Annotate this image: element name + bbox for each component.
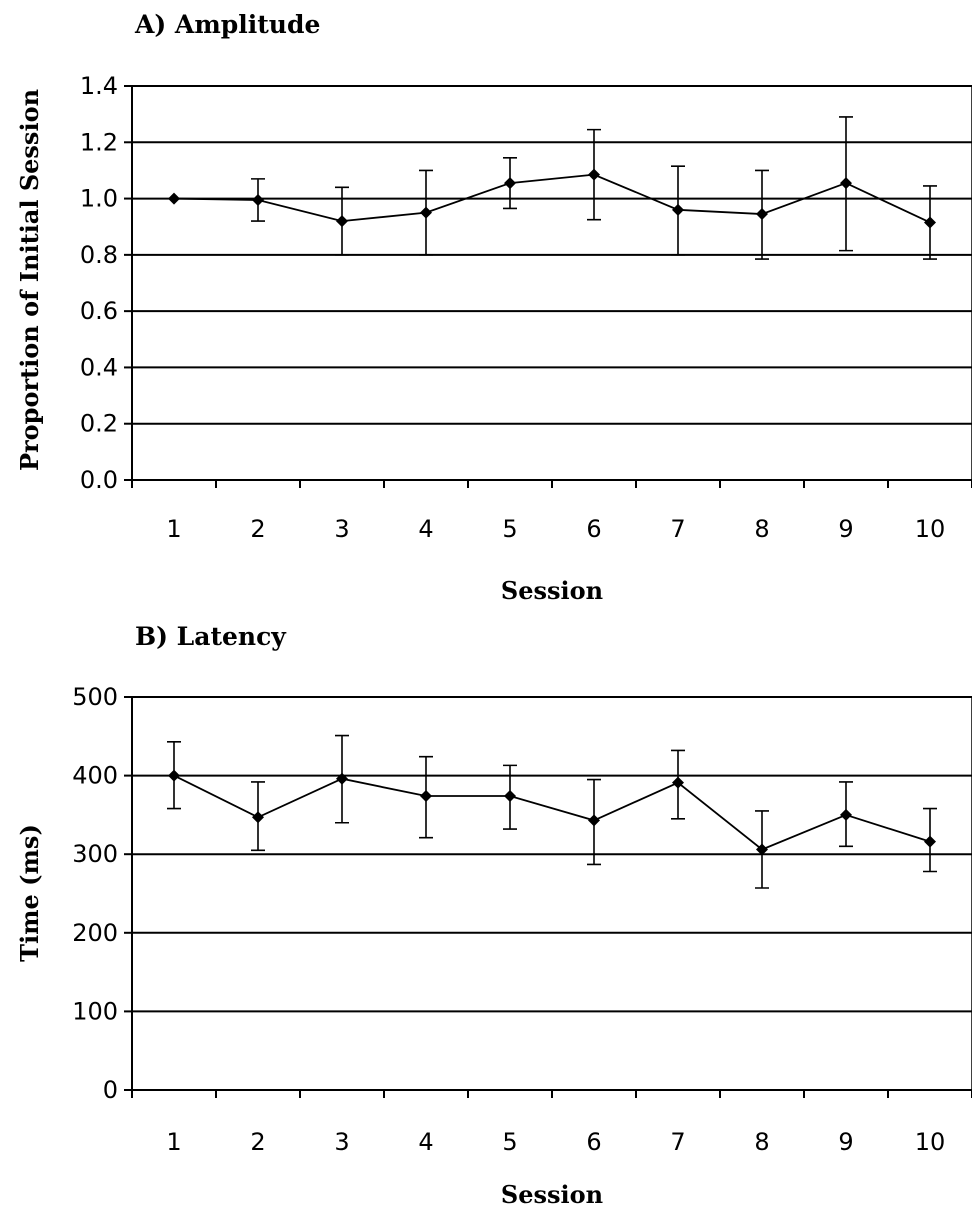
amplitude-y-axis-title: Proportion of Initial Session <box>15 89 44 471</box>
amplitude-x-tick-label: 9 <box>838 515 853 543</box>
amplitude-y-tick-label: 0.0 <box>80 466 118 494</box>
latency-y-tick-label: 400 <box>72 762 118 790</box>
amplitude-data-point <box>420 206 432 219</box>
latency-data-point <box>252 811 264 824</box>
latency-x-tick-label: 4 <box>418 1128 433 1156</box>
latency-data-point <box>588 814 600 827</box>
latency-x-axis-title: Session <box>501 1180 603 1209</box>
amplitude-data-point <box>588 168 600 181</box>
latency-x-tick-label: 1 <box>166 1128 181 1156</box>
latency-data-point <box>840 808 852 821</box>
latency-plot-area: 0 100 200 300 400 500 1 2 3 4 5 6 7 8 9 10 <box>72 683 972 1156</box>
latency-y-tick-label: 300 <box>72 840 118 868</box>
latency-data-point <box>168 769 180 782</box>
amplitude-data-point <box>672 203 684 216</box>
amplitude-y-tick-label: 0.2 <box>80 410 118 438</box>
amplitude-x-axis-title: Session <box>501 576 603 605</box>
latency-data-point <box>756 843 768 856</box>
latency-chart-title: B) Latency <box>135 622 287 651</box>
amplitude-data-point <box>756 208 768 221</box>
amplitude-x-tick-label: 2 <box>250 515 265 543</box>
latency-x-tick-label: 8 <box>754 1128 769 1156</box>
amplitude-plot-area: 0.0 0.2 0.4 0.6 0.8 1.0 1.2 1.4 1 2 3 4 5 6 7 8 9 10 <box>80 72 972 543</box>
amplitude-chart-title: A) Amplitude <box>134 10 320 39</box>
amplitude-data-point <box>504 177 516 190</box>
amplitude-x-tick-label: 5 <box>502 515 517 543</box>
amplitude-data-point <box>252 193 264 206</box>
latency-x-tick-label: 2 <box>250 1128 265 1156</box>
latency-data-point <box>420 790 432 803</box>
amplitude-y-tick-label: 1.4 <box>80 72 118 100</box>
latency-chart: B) Latency Time (ms) Session 0 100 200 300 4… <box>15 622 972 1209</box>
amplitude-data-point <box>840 177 852 190</box>
amplitude-y-tick-label: 0.6 <box>80 297 118 325</box>
amplitude-x-tick-label: 3 <box>334 515 349 543</box>
latency-plot-frame <box>132 696 972 1090</box>
latency-y-axis-title: Time (ms) <box>15 824 44 962</box>
latency-y-tick-label: 200 <box>72 919 118 947</box>
amplitude-x-tick-label: 8 <box>754 515 769 543</box>
amplitude-x-tick-label: 10 <box>915 515 946 543</box>
latency-data-point <box>924 835 936 848</box>
amplitude-y-tick-label: 1.0 <box>80 185 118 213</box>
latency-data-point <box>504 790 516 803</box>
amplitude-data-point <box>336 215 348 228</box>
latency-x-tick-label: 6 <box>586 1128 601 1156</box>
latency-x-tick-label: 3 <box>334 1128 349 1156</box>
amplitude-data-point <box>168 192 180 205</box>
amplitude-y-tick-label: 0.4 <box>80 353 118 381</box>
amplitude-x-tick-label: 6 <box>586 515 601 543</box>
amplitude-y-tick-label: 0.8 <box>80 241 118 269</box>
amplitude-series-line <box>173 173 931 224</box>
latency-data-point <box>672 776 684 789</box>
amplitude-x-tick-label: 4 <box>418 515 433 543</box>
amplitude-y-tick-label: 1.2 <box>80 128 118 156</box>
amplitude-data-point <box>924 216 936 229</box>
latency-x-tick-label: 7 <box>670 1128 685 1156</box>
latency-x-tick-label: 5 <box>502 1128 517 1156</box>
latency-x-tick-label: 9 <box>838 1128 853 1156</box>
latency-data-point <box>336 772 348 785</box>
amplitude-x-tick-label: 7 <box>670 515 685 543</box>
amplitude-chart: A) Amplitude Proportion of Initial Sessi… <box>15 10 972 605</box>
latency-y-tick-label: 100 <box>72 997 118 1025</box>
amplitude-x-tick-label: 1 <box>166 515 181 543</box>
latency-y-tick-label: 500 <box>72 683 118 711</box>
latency-x-tick-label: 10 <box>915 1128 946 1156</box>
latency-series-line <box>173 774 931 851</box>
latency-y-tick-label: 0 <box>103 1076 118 1104</box>
